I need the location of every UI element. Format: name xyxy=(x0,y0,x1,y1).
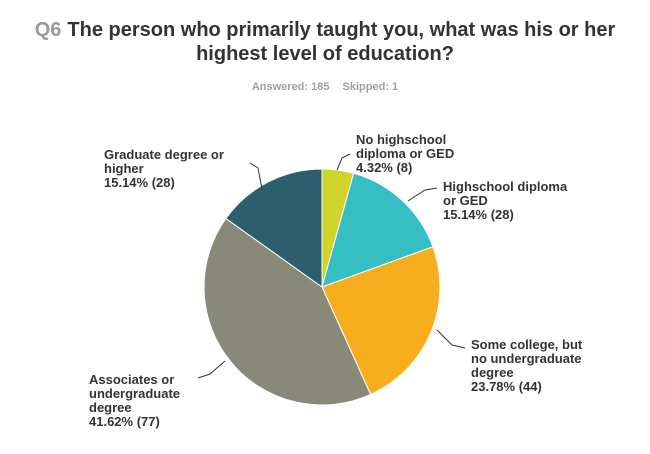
chart-title: Q6 The person who primarily taught you, w… xyxy=(0,18,650,66)
slice-label-0-line-0: No highschool xyxy=(356,132,446,147)
question-text-line1: The person who primarily taught you, wha… xyxy=(67,19,616,41)
slice-label-2-line-3: 23.78% (44) xyxy=(471,379,542,394)
slice-labels: No highschool diploma or GED 4.32% (8)High… xyxy=(89,132,583,429)
slice-label-3-line-1: undergraduate xyxy=(89,386,180,401)
pie-slice-3[interactable] xyxy=(203,217,372,406)
slice-label-3-line-3: 41.62% (77) xyxy=(89,414,160,429)
slice-label-3: Associates or undergraduate degree 41.62% (… xyxy=(89,372,180,429)
skipped-count: Skipped: 1 xyxy=(342,81,399,93)
leader-line-4 xyxy=(249,162,263,190)
pie-slices xyxy=(203,168,441,406)
question-number: Q6 xyxy=(34,19,62,41)
slice-label-1-line-0: Highschool diploma xyxy=(443,179,568,194)
pie-slice-2[interactable] xyxy=(321,246,441,396)
response-stats: Answered: 185 Skipped: 1 xyxy=(0,81,650,93)
slice-label-2-line-2: degree xyxy=(471,365,514,380)
leader-line-3 xyxy=(197,360,226,379)
leader-line-0 xyxy=(336,153,351,171)
question-text-line2: highest level of education? xyxy=(196,43,454,65)
slice-label-3-line-0: Associates or xyxy=(89,372,174,387)
pie-slice-1[interactable] xyxy=(321,172,434,288)
slice-label-4-line-1: higher xyxy=(104,161,144,176)
slice-label-0-line-2: 4.32% (8) xyxy=(356,160,412,175)
answered-count: Answered: 185 xyxy=(251,81,330,93)
slice-label-4: Graduate degree or higher 15.14% (28) xyxy=(104,147,224,190)
leader-line-2 xyxy=(436,329,466,349)
leader-lines xyxy=(197,153,466,379)
leader-line-1 xyxy=(407,187,438,202)
slice-label-2-line-0: Some college, but xyxy=(471,337,583,352)
slice-label-0: No highschool diploma or GED 4.32% (8) xyxy=(356,132,454,175)
slice-label-4-line-2: 15.14% (28) xyxy=(104,175,175,190)
slice-label-2-line-1: no undergraduate xyxy=(471,351,582,366)
slice-label-2: Some college, but no undergraduate degree 2… xyxy=(471,337,583,394)
slice-label-1: Highschool diploma or GED 15.14% (28) xyxy=(443,179,568,222)
slice-label-0-line-1: diploma or GED xyxy=(356,146,454,161)
slice-label-4-line-0: Graduate degree or xyxy=(104,147,224,162)
pie-slice-4[interactable] xyxy=(225,168,323,288)
slice-label-3-line-2: degree xyxy=(89,400,132,415)
slice-label-1-line-2: 15.14% (28) xyxy=(443,207,514,222)
slice-label-1-line-1: or GED xyxy=(443,193,488,208)
